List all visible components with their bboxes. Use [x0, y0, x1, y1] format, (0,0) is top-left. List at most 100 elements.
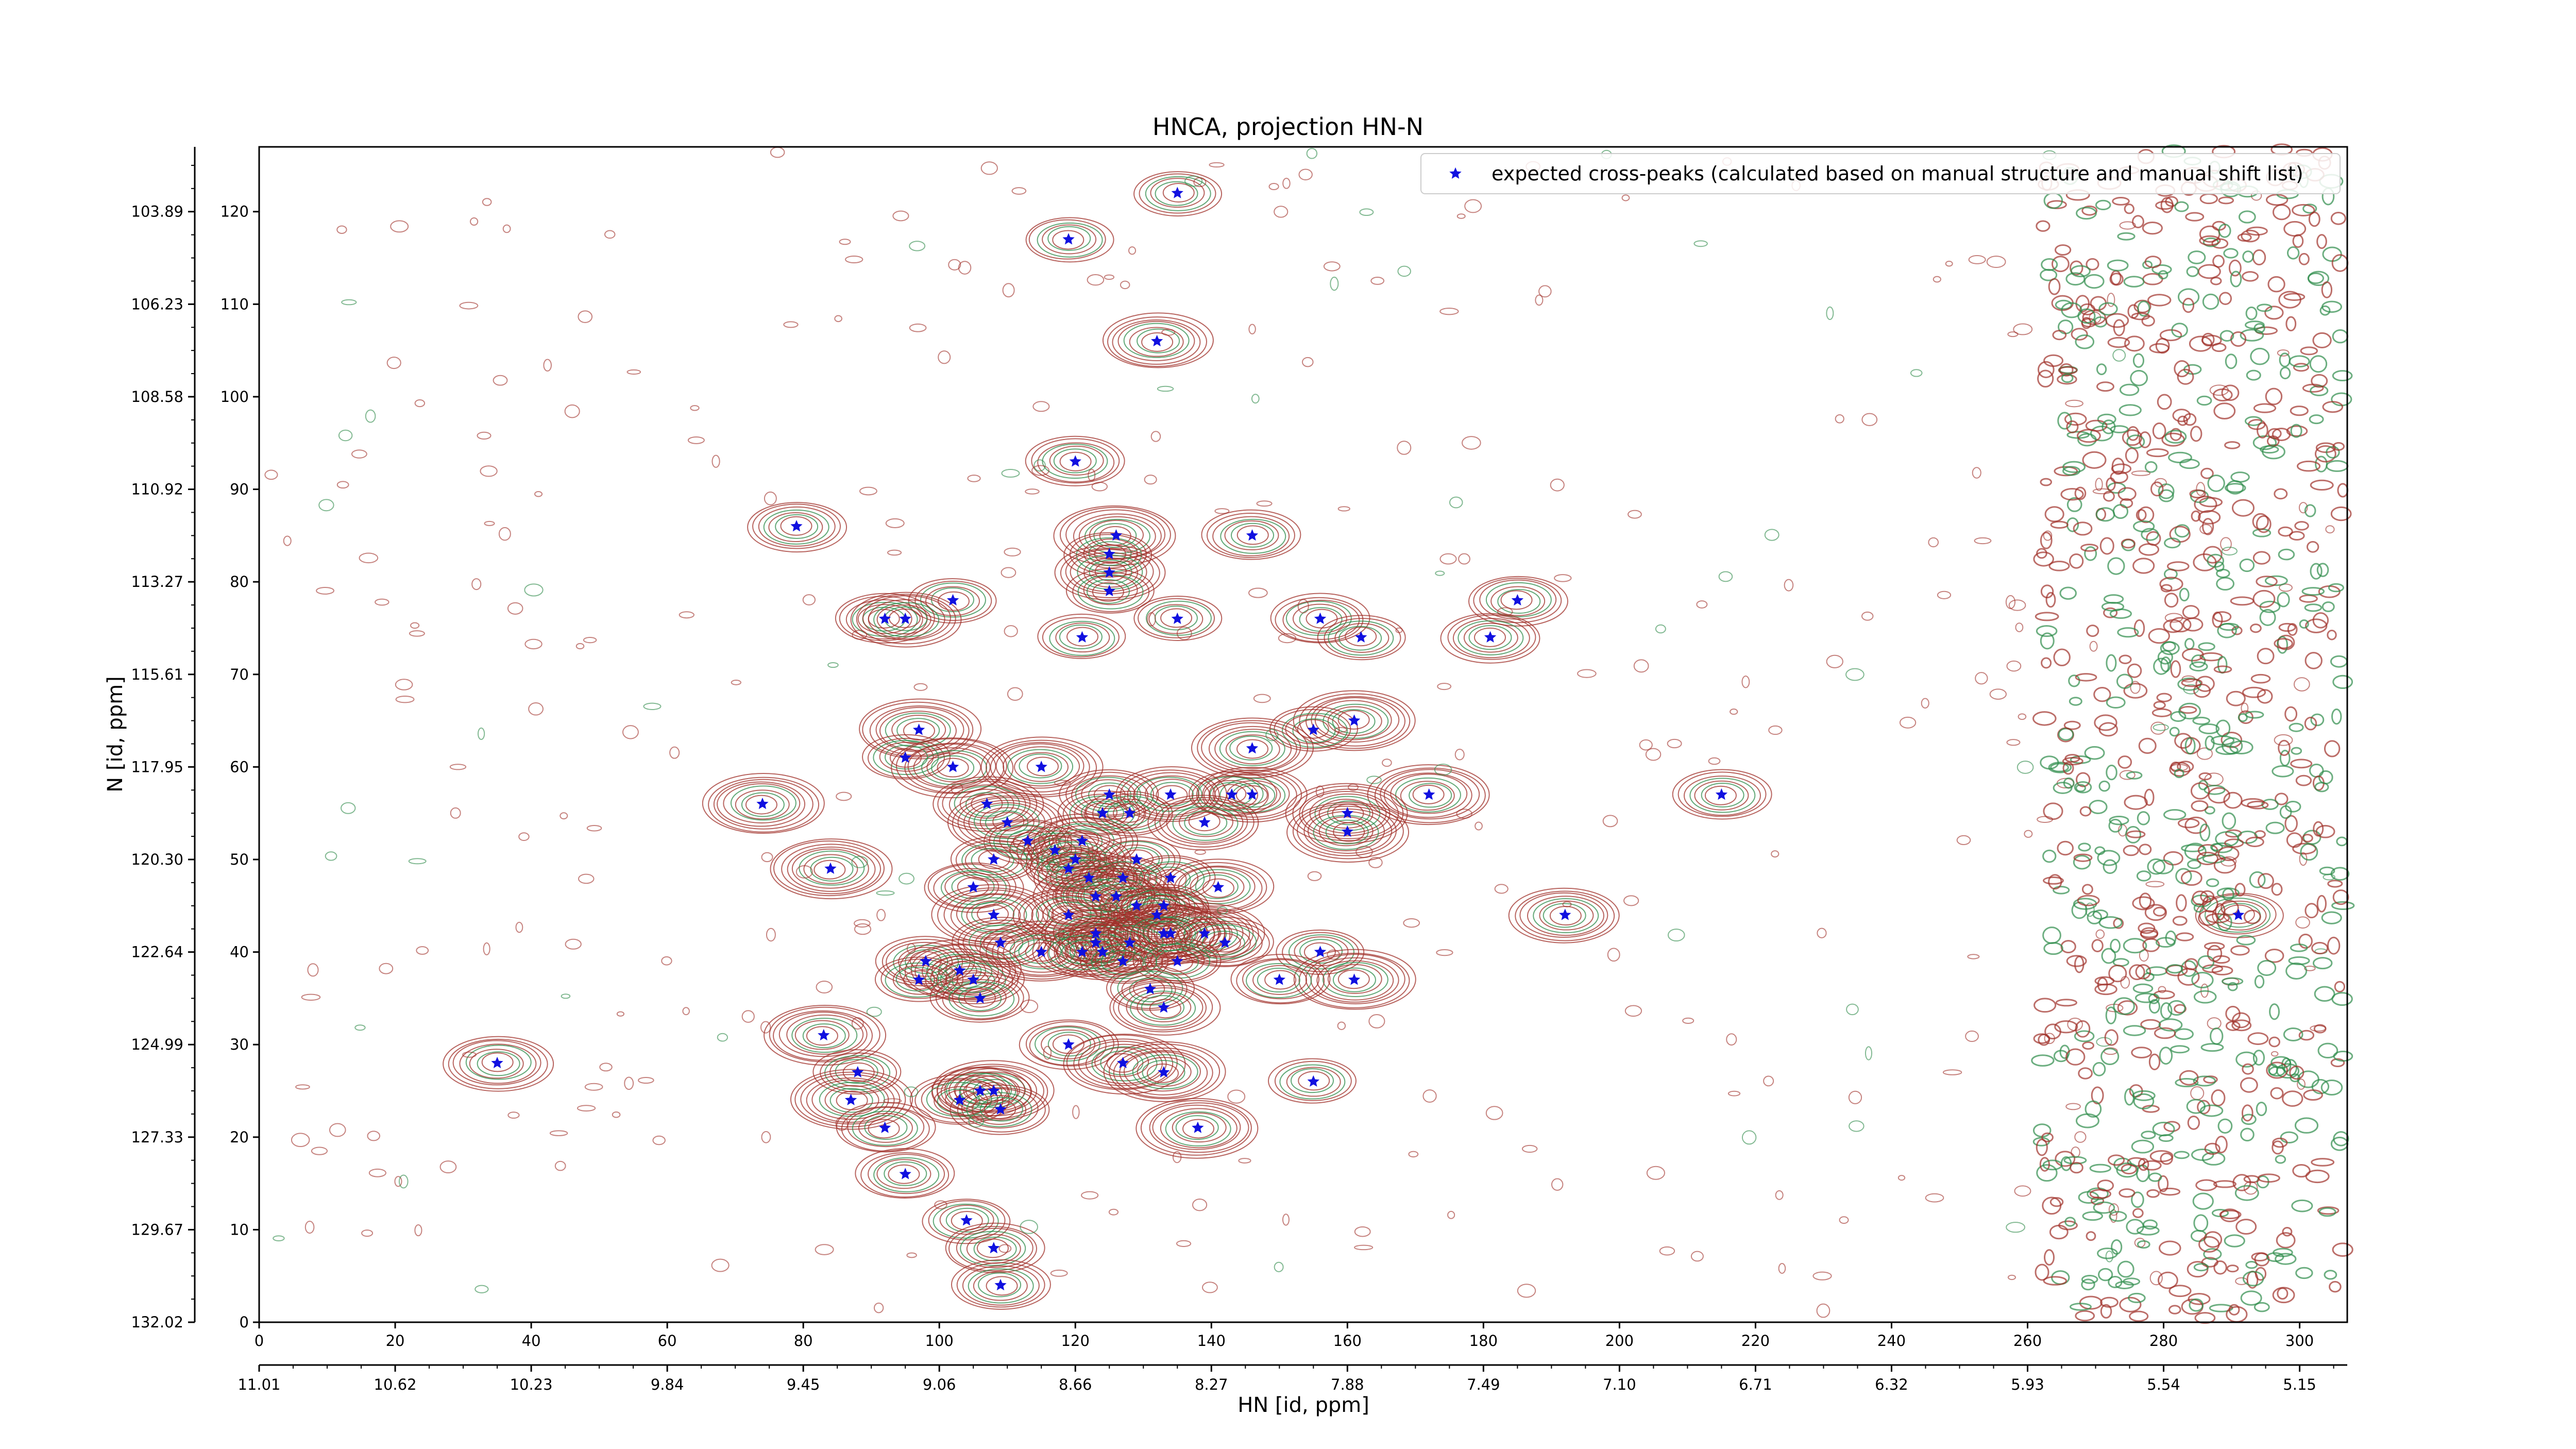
contour-ring	[934, 1086, 989, 1116]
noise-contour	[854, 923, 872, 935]
noise-contour	[1111, 937, 1122, 951]
contour-ring	[1056, 936, 1111, 967]
cross-peak-marker	[1103, 788, 1115, 800]
noise-contour	[273, 1235, 285, 1241]
noise-contour	[2320, 1079, 2343, 1096]
noise-contour	[2110, 470, 2128, 484]
noise-contour	[2031, 1054, 2055, 1067]
noise-contour	[892, 210, 909, 222]
noise-contour	[2238, 713, 2248, 722]
contour-ring	[770, 838, 893, 900]
noise-contour	[2264, 948, 2284, 963]
noise-contour	[2140, 1019, 2161, 1030]
noise-contour	[2177, 761, 2194, 773]
noise-contour	[2316, 563, 2329, 577]
noise-contour	[2174, 1028, 2194, 1040]
noise-contour	[2075, 1310, 2095, 1322]
noise-contour	[2163, 851, 2183, 866]
contour-ring	[985, 810, 1029, 835]
noise-contour	[2283, 1027, 2303, 1041]
noise-contour	[2107, 557, 2125, 575]
noise-contour	[2107, 336, 2130, 348]
x-ppm-tick-label: 8.27	[1195, 1376, 1228, 1393]
cross-peak-marker	[1246, 788, 1259, 800]
cross-peak-marker	[912, 973, 925, 985]
noise-contour	[2221, 384, 2240, 401]
contour-ring	[1500, 590, 1533, 610]
contour-ring	[1236, 958, 1325, 1004]
cross-peak-marker	[994, 936, 1007, 948]
contour-ring	[1094, 1047, 1149, 1077]
contour-ring	[1127, 772, 1216, 818]
noise-contour	[2080, 544, 2099, 552]
noise-contour	[2095, 199, 2111, 210]
noise-contour	[2060, 488, 2084, 501]
contour-ring	[452, 1040, 541, 1086]
contour-ring	[1229, 735, 1273, 761]
contour-ring	[1390, 773, 1468, 814]
noise-contour	[408, 858, 427, 865]
contour-ring	[812, 1049, 902, 1095]
noise-contour	[2270, 1056, 2292, 1069]
noise-contour	[2142, 1160, 2162, 1171]
contour-ring	[799, 850, 865, 886]
noise-contour	[2196, 482, 2206, 496]
contour-ring	[1689, 778, 1756, 813]
cross-peak-marker	[844, 1093, 857, 1105]
cross-peak-marker	[988, 1242, 1000, 1254]
noise-contour	[2266, 1062, 2289, 1079]
contour-ring	[1236, 525, 1269, 545]
noise-contour	[2301, 834, 2313, 843]
noise-contour	[2113, 319, 2125, 336]
noise-contour	[2245, 711, 2264, 719]
noise-contour	[2119, 404, 2142, 416]
noise-contour	[1201, 1282, 1218, 1293]
noise-contour	[2310, 385, 2329, 396]
cross-peak-marker	[1124, 806, 1136, 819]
cross-peak-marker	[824, 862, 837, 874]
contour-ring	[1286, 1067, 1341, 1097]
noise-contour	[2112, 504, 2129, 519]
noise-contour	[2292, 204, 2315, 217]
noise-contour	[2247, 1032, 2269, 1046]
contour-ring	[794, 1071, 906, 1127]
contour-ring	[1136, 1098, 1259, 1159]
cross-peak-marker	[974, 1084, 987, 1096]
contour-ring	[1267, 1058, 1357, 1104]
contour-ring	[1447, 614, 1536, 660]
noise-contour	[2141, 315, 2155, 327]
noise-contour	[913, 683, 928, 691]
noise-contour	[679, 611, 694, 619]
noise-contour	[2126, 830, 2146, 838]
noise-contour	[906, 1252, 917, 1258]
noise-contour	[2286, 246, 2300, 260]
noise-contour	[2275, 1253, 2297, 1265]
noise-contour	[1975, 672, 1988, 685]
noise-contour	[2221, 731, 2243, 748]
noise-contour	[2153, 701, 2166, 710]
noise-contour	[938, 350, 951, 364]
contour-ring	[957, 1087, 1046, 1133]
contour-ring	[1325, 819, 1369, 845]
cross-peak-marker	[1164, 871, 1177, 883]
noise-contour	[2064, 754, 2080, 763]
contour-ring	[791, 1018, 858, 1053]
contour-ring	[1458, 620, 1524, 655]
contour-ring	[1103, 1041, 1226, 1102]
noise-contour	[1434, 764, 1452, 776]
contour-ring	[1162, 182, 1195, 203]
noise-contour	[661, 956, 672, 966]
noise-contour	[2193, 1214, 2209, 1232]
noise-contour	[1690, 1251, 1704, 1262]
noise-contour	[2211, 1089, 2226, 1107]
noise-contour	[2166, 561, 2190, 571]
noise-contour	[2315, 824, 2335, 838]
noise-contour	[2333, 1131, 2349, 1147]
noise-contour	[2266, 1252, 2284, 1262]
noise-contour	[1282, 177, 1291, 189]
noise-contour	[2290, 406, 2309, 416]
noise-contour	[1144, 475, 1157, 485]
noise-contour	[2036, 220, 2050, 232]
noise-contour	[1366, 776, 1382, 784]
noise-contour	[1330, 276, 1339, 291]
